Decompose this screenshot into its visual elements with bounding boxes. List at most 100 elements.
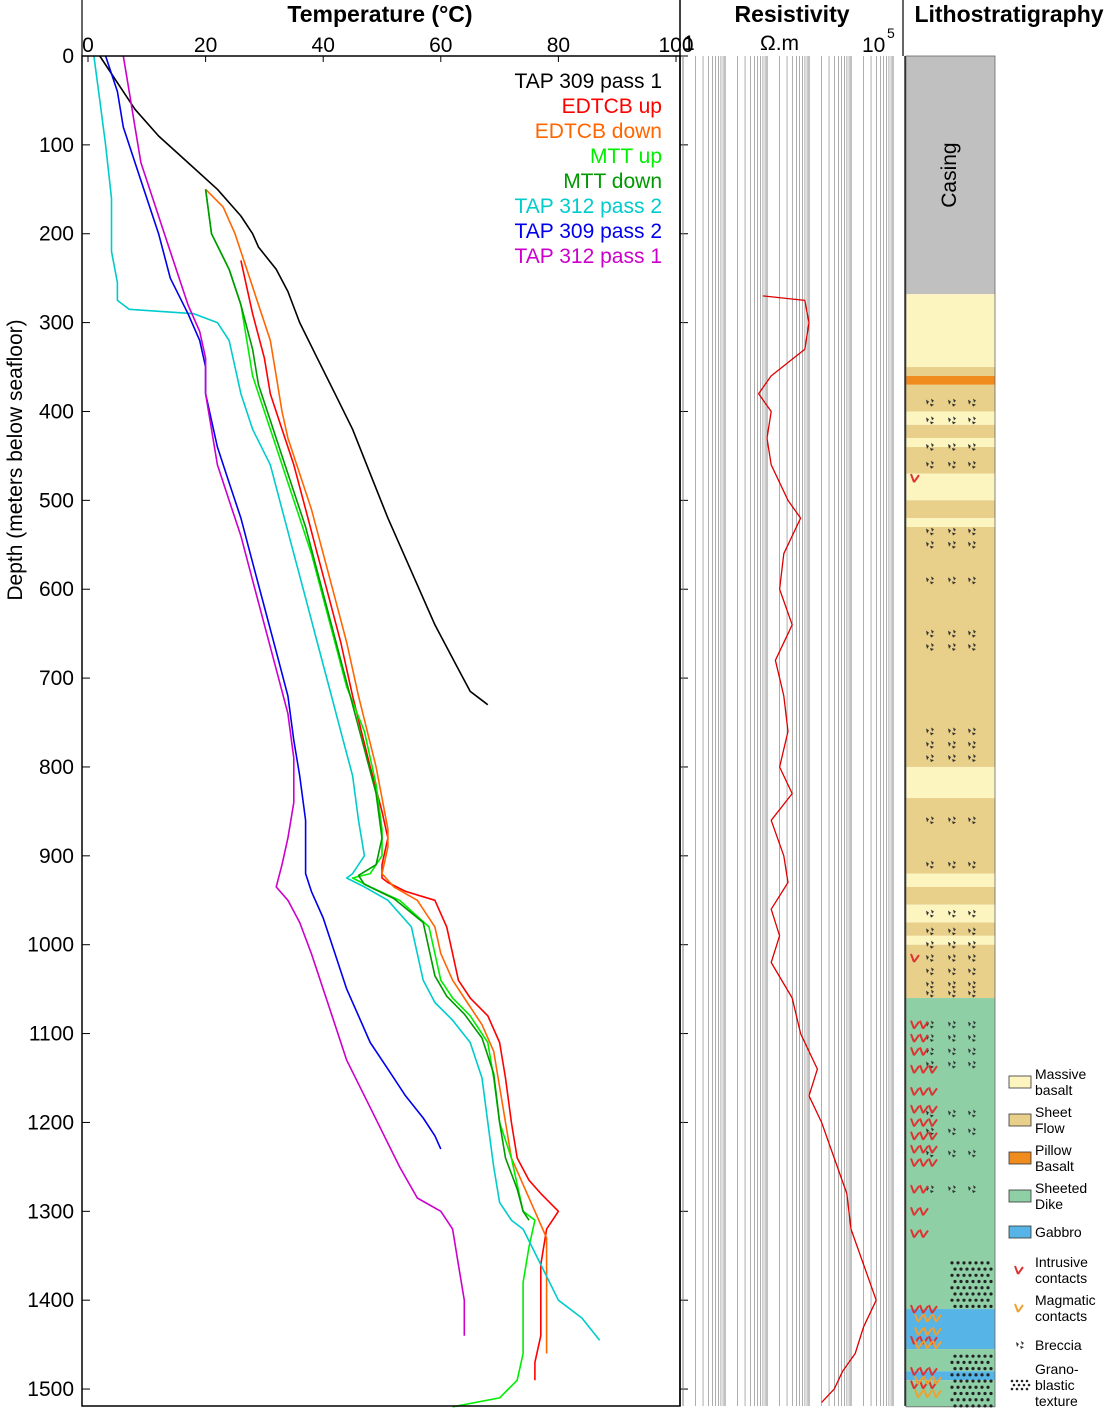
granoblastic-dot — [980, 1273, 984, 1277]
granoblastic-dot — [989, 1379, 993, 1383]
breccia-mark — [968, 1109, 976, 1118]
breccia-mark — [948, 416, 956, 425]
contact-mark — [928, 1086, 938, 1096]
breccia-mark — [948, 1020, 956, 1029]
granoblastic-dot — [950, 1286, 954, 1290]
granoblastic-dot — [968, 1286, 972, 1290]
y-tick-label: 100 — [39, 134, 74, 157]
granoblastic-dot — [965, 1279, 969, 1284]
contact-mark — [919, 1158, 929, 1168]
granoblastic-dot — [971, 1267, 975, 1271]
contact-mark — [910, 1366, 920, 1376]
legend-item: Breccia — [1016, 1337, 1082, 1353]
litho-unit — [906, 944, 995, 999]
y-tick-label: 700 — [39, 667, 74, 690]
breccia-mark — [926, 740, 934, 749]
breccia-mark — [968, 940, 976, 949]
litho-unit — [906, 473, 995, 501]
granoblastic-dot — [983, 1391, 987, 1396]
y-tick-label: 1500 — [27, 1378, 74, 1401]
depth-axis-label: Depth (meters below seafloor) — [4, 319, 27, 600]
legend-label: contacts — [1035, 1270, 1087, 1286]
breccia-mark — [968, 1185, 976, 1194]
breccia-mark — [948, 980, 956, 989]
contact-mark — [910, 1046, 920, 1056]
contact-mark — [1014, 1303, 1024, 1313]
granoblastic-dot — [980, 1298, 984, 1302]
legend-label: contacts — [1035, 1308, 1087, 1324]
granoblastic-dot — [962, 1360, 966, 1364]
granoblastic-dot — [986, 1273, 990, 1277]
granoblastic-dot — [1022, 1383, 1026, 1387]
x-tick-label: 0 — [82, 34, 94, 57]
breccia-mark — [948, 940, 956, 949]
litho-unit — [906, 294, 995, 368]
legend-label: Pillow — [1035, 1142, 1072, 1158]
granoblastic-dot — [965, 1354, 969, 1358]
legend-entry: TAP 312 pass 2 — [515, 195, 662, 218]
y-tick-label: 800 — [39, 756, 74, 779]
breccia-mark — [948, 1127, 956, 1136]
litho-unit — [906, 438, 995, 448]
lithostratigraphy-title: Lithostratigraphy — [914, 1, 1103, 27]
granoblastic-dot — [1017, 1383, 1021, 1387]
breccia-mark — [926, 460, 934, 469]
breccia-mark — [968, 398, 976, 407]
granoblastic-dot — [986, 1385, 990, 1389]
legend-entry: TAP 309 pass 2 — [515, 220, 662, 243]
contact-mark — [910, 1086, 920, 1096]
litho-unit — [906, 375, 995, 385]
casing-label: Casing — [938, 142, 961, 207]
legend-label: Massive — [1035, 1066, 1087, 1082]
contact-mark — [910, 1131, 920, 1141]
granoblastic-dot — [953, 1391, 957, 1396]
granoblastic-dot — [1010, 1387, 1014, 1391]
granoblastic-dot — [953, 1367, 957, 1371]
granoblastic-dot — [986, 1360, 990, 1364]
lithostratigraphy-column: Casing — [905, 55, 996, 1408]
breccia-mark — [1016, 1341, 1024, 1349]
breccia-mark — [968, 740, 976, 749]
contact-mark — [919, 1118, 929, 1128]
breccia-mark — [968, 642, 976, 651]
granoblastic-dot — [950, 1360, 954, 1364]
y-tick-label: 1300 — [27, 1200, 74, 1223]
granoblastic-dot — [959, 1279, 963, 1284]
litho-unit — [906, 766, 995, 799]
resistivity-series — [757, 295, 877, 1403]
litho-unit — [906, 798, 995, 874]
litho-unit — [906, 424, 995, 439]
legend-label: Sheet — [1035, 1104, 1072, 1120]
series-line-4 — [204, 189, 536, 1408]
granoblastic-dot — [983, 1292, 987, 1296]
series-line-1 — [99, 55, 489, 706]
breccia-mark — [968, 989, 976, 998]
legend-entry: MTT up — [590, 145, 662, 168]
breccia-mark — [926, 980, 934, 989]
legend-entry: TAP 312 pass 1 — [515, 245, 662, 268]
granoblastic-dot — [986, 1298, 990, 1302]
legend-swatch — [1008, 1189, 1032, 1203]
breccia-mark — [948, 954, 956, 963]
granoblastic-dot — [968, 1261, 972, 1265]
breccia-mark — [968, 967, 976, 976]
granoblastic-dot — [977, 1279, 981, 1284]
granoblastic-dot — [989, 1354, 993, 1358]
granoblastic-dot — [980, 1398, 984, 1402]
breccia-mark — [926, 416, 934, 425]
granoblastic-dot — [959, 1391, 963, 1396]
granoblastic-dot — [965, 1391, 969, 1396]
breccia-mark — [926, 816, 934, 825]
granoblastic-dot — [977, 1292, 981, 1296]
breccia-mark — [948, 909, 956, 918]
contact-mark — [914, 1326, 924, 1336]
granoblastic-dot — [989, 1391, 993, 1396]
series-line-8 — [122, 55, 466, 1336]
granoblastic-dot — [965, 1379, 969, 1383]
contact-mark — [923, 1326, 933, 1336]
breccia-mark — [926, 967, 934, 976]
legend-swatch — [1008, 1113, 1032, 1127]
